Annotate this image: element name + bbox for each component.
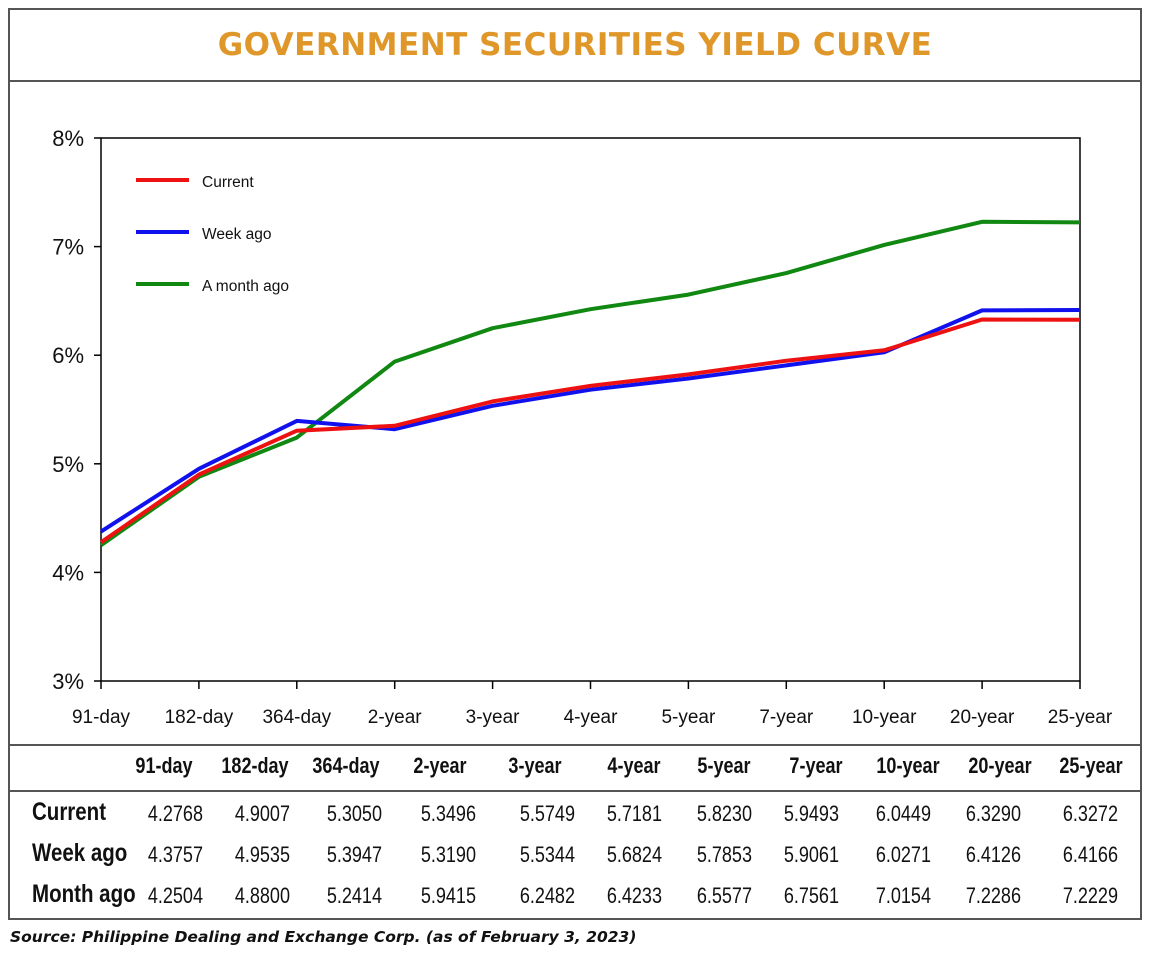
table-header-cell: 5-year [697,753,751,778]
table-header-cell: 3-year [508,753,562,778]
legend-label: Current [202,174,254,191]
table-cell: 4.9007 [234,801,290,826]
x-tick-label: 25-year [1048,707,1113,728]
table-cell: 5.3947 [326,842,382,867]
table-cell: 5.6824 [606,842,662,867]
plot-area [100,137,1081,682]
table-header-cell: 364-day [312,753,380,778]
table-cell: 6.5577 [696,883,752,908]
x-tick-label: 4-year [564,707,619,728]
table-cell: 5.8230 [696,801,752,826]
table-header-cell: 4-year [607,753,661,778]
source-note: Source: Philippine Dealing and Exchange … [10,928,637,946]
table-cell: 6.4233 [606,883,662,908]
table-header-cell: 10-year [876,753,940,778]
table-cell: 5.5344 [519,842,575,867]
table-header-cell: 25-year [1059,753,1123,778]
table-cell: 4.2504 [147,883,203,908]
x-tick-label: 7-year [759,707,814,728]
table-header-cell: 2-year [413,753,467,778]
table-cell: 6.0271 [875,842,931,867]
y-tick-label: 3% [52,669,84,694]
table-cell: 5.9061 [783,842,839,867]
table-row-label: Month ago [32,880,136,908]
table-header-cell: 182-day [221,753,289,778]
table-cell: 5.9493 [783,801,839,826]
y-tick-label: 7% [52,235,84,260]
x-tick-label: 182-day [165,707,234,728]
table-header-cell: 20-year [968,753,1032,778]
series-line-a-month-ago [99,219,1081,547]
y-tick-label: 8% [52,126,84,151]
table-header-cell: 91-day [135,753,193,778]
series-line-current [99,317,1081,544]
table-cell: 5.5749 [519,801,575,826]
table-cell: 6.7561 [783,883,839,908]
table-cell: 5.9415 [420,883,476,908]
table-cell: 6.4166 [1062,842,1118,867]
y-tick-label: 4% [52,560,84,585]
table-cell: 5.2414 [326,883,382,908]
yield-curve-chart: 3% 4% 5% 6% 7% 8% 91-day 182-day 364-day 2-year 3-… [52,126,1113,728]
x-tick-label: 3-year [466,707,521,728]
x-tick-label: 91-day [72,707,131,728]
table-cell: 6.3272 [1062,801,1118,826]
table-cell: 5.3496 [420,801,476,826]
title-bar: GOVERNMENT SECURITIES YIELD CURVE [10,10,1140,82]
legend-label: A month ago [202,278,289,295]
table-cell: 7.2229 [1062,883,1118,908]
x-tick-label: 20-year [950,707,1015,728]
x-tick-label: 364-day [262,707,331,728]
table-cell: 5.7853 [696,842,752,867]
table-cell: 6.0449 [875,801,931,826]
table-cell: 4.3757 [147,842,203,867]
table-top-rule [10,744,1140,746]
table-row-label: Current [32,798,107,826]
table-cell: 7.2286 [965,883,1021,908]
table-cell: 6.4126 [965,842,1021,867]
table-row-label: Week ago [32,839,128,867]
chart-frame: GOVERNMENT SECURITIES YIELD CURVE 91-day… [8,8,1142,920]
x-tick-label: 2-year [368,707,423,728]
series-line-week-ago [99,308,1081,534]
y-tick-label: 6% [52,343,84,368]
table-cell: 5.3190 [420,842,476,867]
y-tick-label: 5% [52,452,84,477]
table-cell: 4.2768 [147,801,203,826]
table-cell: 6.3290 [965,801,1021,826]
table-header-rule [10,790,1140,792]
chart-title: GOVERNMENT SECURITIES YIELD CURVE [217,27,933,63]
table-cell: 6.2482 [519,883,575,908]
x-tick-label: 5-year [661,707,716,728]
table-cell: 4.9535 [234,842,290,867]
table-cell: 5.3050 [326,801,382,826]
table-cell: 5.7181 [606,801,662,826]
table-cell: 4.8800 [234,883,290,908]
table-header-cell: 7-year [789,753,843,778]
x-tick-label: 10-year [852,707,917,728]
table-cell: 7.0154 [875,883,931,908]
legend-label: Week ago [202,226,272,243]
